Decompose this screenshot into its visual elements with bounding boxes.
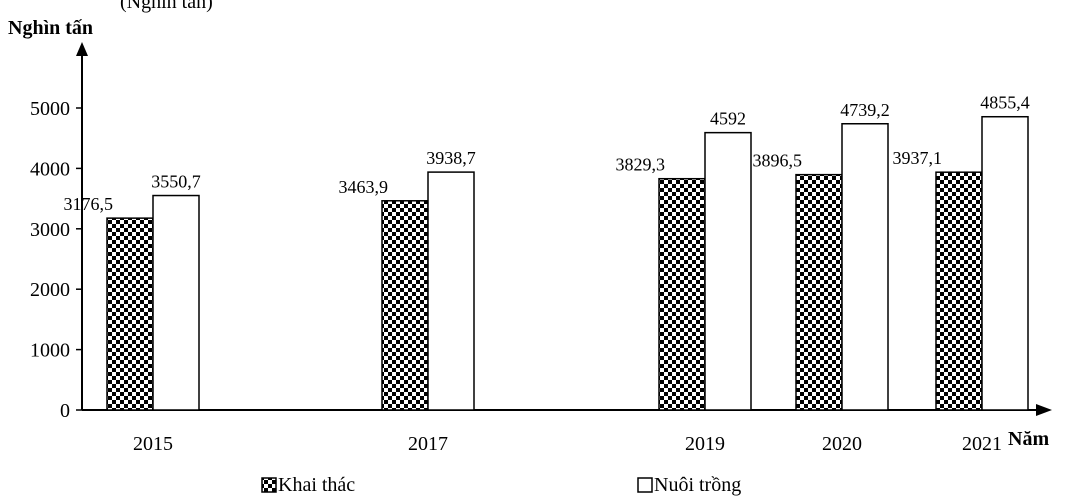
legend-label-khai-thac: Khai thác: [278, 474, 355, 496]
bar-nuoi-trong: [427, 171, 475, 411]
y-tick-label: 2000: [30, 279, 70, 301]
x-tick-label: 2019: [685, 433, 725, 455]
y-ticks: 0 1000 2000 3000 4000 5000: [30, 98, 82, 422]
x-tick-label: 2015: [133, 433, 173, 455]
bar-khai-thac: [106, 217, 154, 411]
axes: [76, 42, 1052, 416]
y-tick-label: 4000: [30, 158, 70, 180]
x-tick-label: 2020: [822, 433, 862, 455]
bar-nuoi-trong: [841, 123, 889, 411]
data-label-khai-thac: 3176,5: [64, 194, 114, 214]
data-label-nuoi-trong: 3938,7: [426, 148, 476, 168]
legend-swatch-khai-thac: [261, 477, 277, 493]
data-label-khai-thac: 3896,5: [753, 151, 803, 171]
legend-item-nuoi-trong: Nuôi trồng: [637, 474, 741, 496]
bar-nuoi-trong: [981, 115, 1029, 411]
bar-khai-thac: [658, 177, 706, 411]
x-axis-label: Năm: [1008, 428, 1049, 450]
data-label-nuoi-trong: 4592: [710, 109, 746, 129]
y-tick-label: 1000: [30, 340, 70, 362]
y-tick-label: 0: [60, 400, 70, 422]
bar-khai-thac: [795, 173, 843, 411]
y-axis-label: Nghìn tấn: [8, 17, 93, 39]
bar-nuoi-trong: [152, 194, 200, 411]
bar-khai-thac: [381, 200, 429, 411]
x-axis-arrow: [1036, 404, 1052, 416]
bar-khai-thac: [935, 171, 983, 411]
data-label-khai-thac: 3937,1: [893, 148, 943, 168]
data-label-nuoi-trong: 3550,7: [151, 172, 201, 192]
legend-item-khai-thac: Khai thác: [261, 474, 355, 496]
data-label-khai-thac: 3463,9: [339, 177, 389, 197]
y-tick-label: 3000: [30, 219, 70, 241]
legend-swatch-nuoi-trong: [637, 477, 653, 493]
header-fragment: (Nghìn tấn): [120, 0, 213, 13]
bar-nuoi-trong: [704, 131, 752, 411]
data-label-khai-thac: 3829,3: [616, 155, 666, 175]
legend-label-nuoi-trong: Nuôi trồng: [654, 474, 741, 496]
x-tick-label: 2021: [962, 433, 1002, 455]
x-tick-labels: 2015 2017 2019 2020 2021: [133, 433, 1002, 455]
y-tick-label: 5000: [30, 98, 70, 120]
bars: 3176,5 3550,7 3463,9 3938,7 3829,3 4592 3896,5…: [64, 93, 1030, 411]
legend: Khai thác Nuôi trồng: [261, 474, 741, 496]
x-tick-label: 2017: [408, 433, 448, 455]
data-label-nuoi-trong: 4855,4: [980, 93, 1030, 113]
y-axis-arrow: [76, 42, 88, 56]
data-label-nuoi-trong: 4739,2: [840, 100, 890, 120]
